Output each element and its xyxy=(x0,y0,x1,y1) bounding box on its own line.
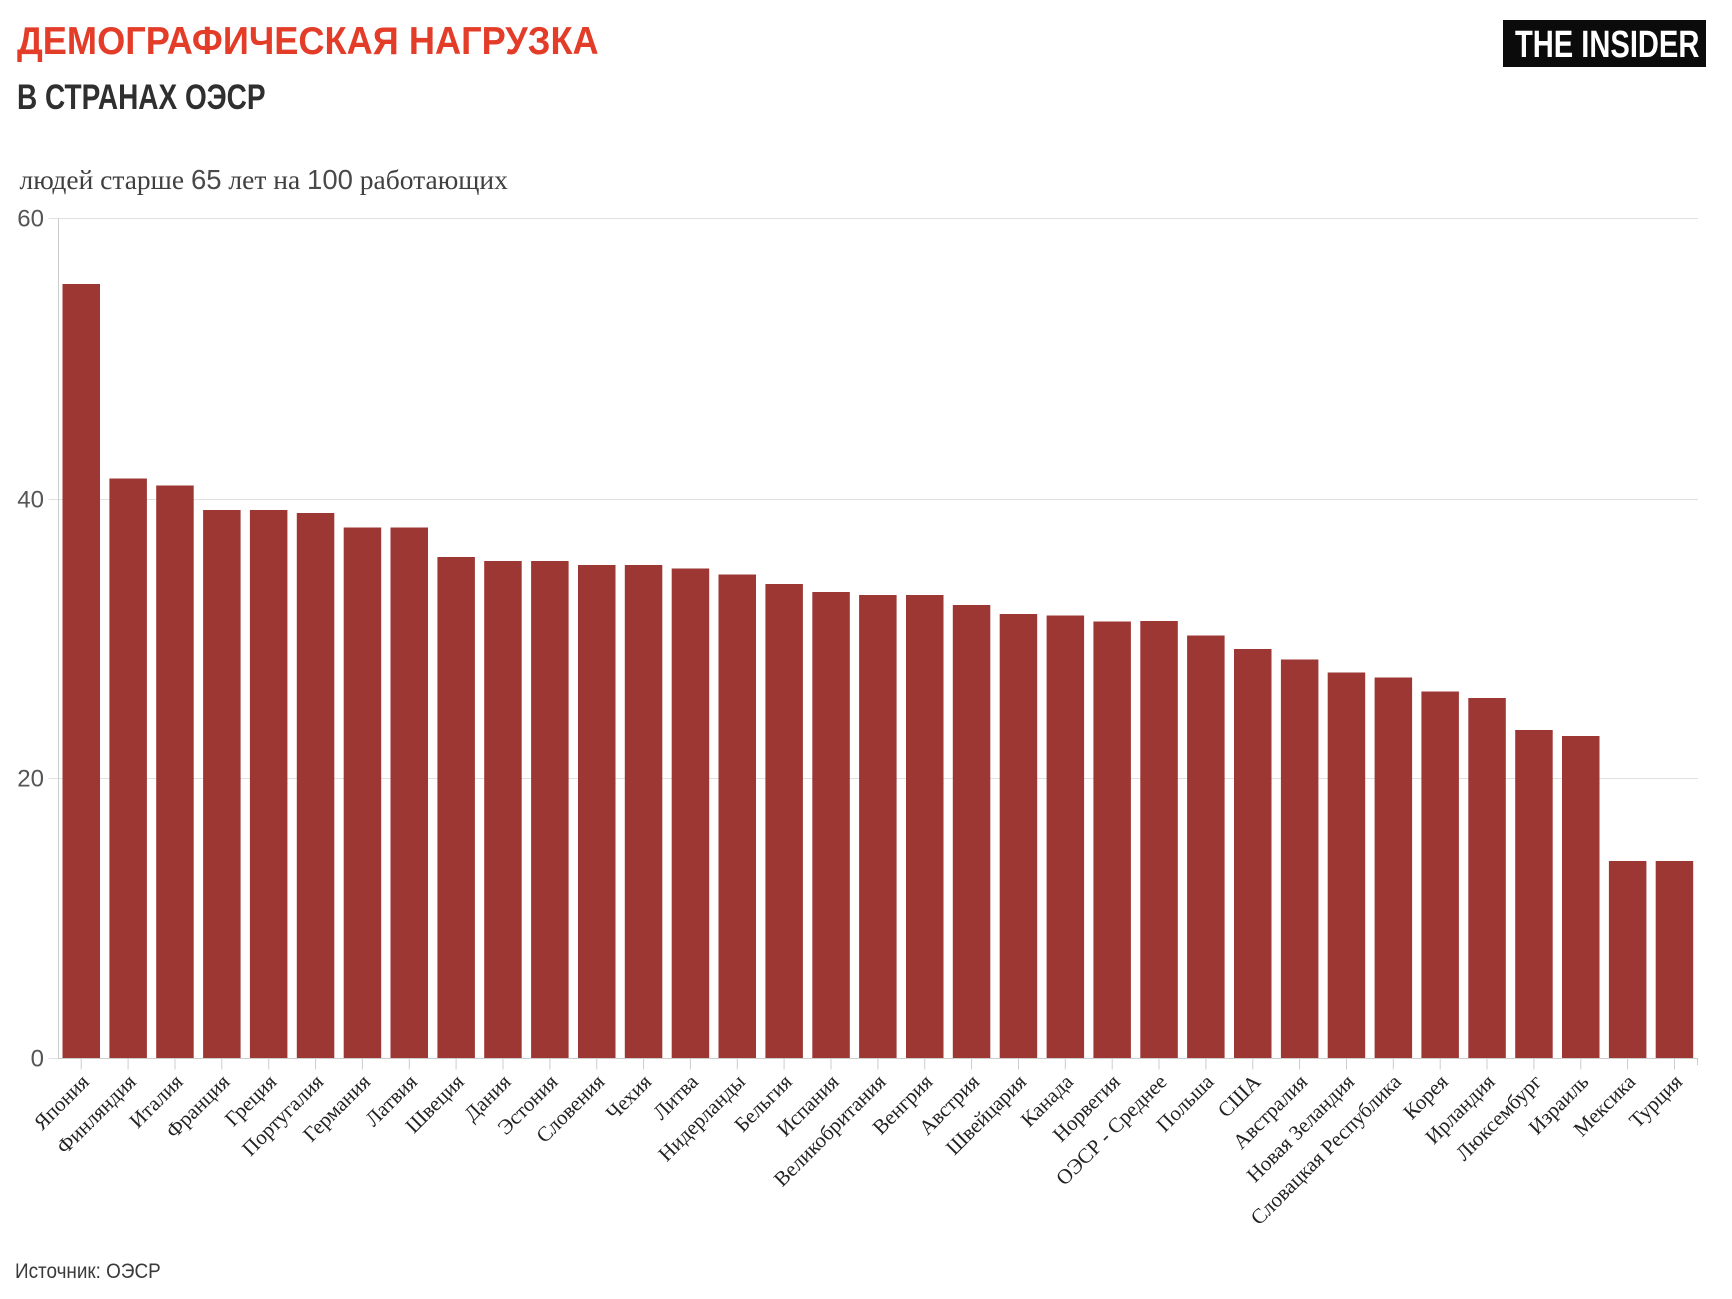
svg-text:60: 60 xyxy=(17,206,44,233)
svg-text:Чехия: Чехия xyxy=(601,1069,656,1124)
svg-text:0: 0 xyxy=(31,1046,44,1073)
svg-text:40: 40 xyxy=(17,487,44,514)
svg-text:20: 20 xyxy=(17,766,44,793)
svg-text:Турция: Турция xyxy=(1624,1069,1687,1132)
